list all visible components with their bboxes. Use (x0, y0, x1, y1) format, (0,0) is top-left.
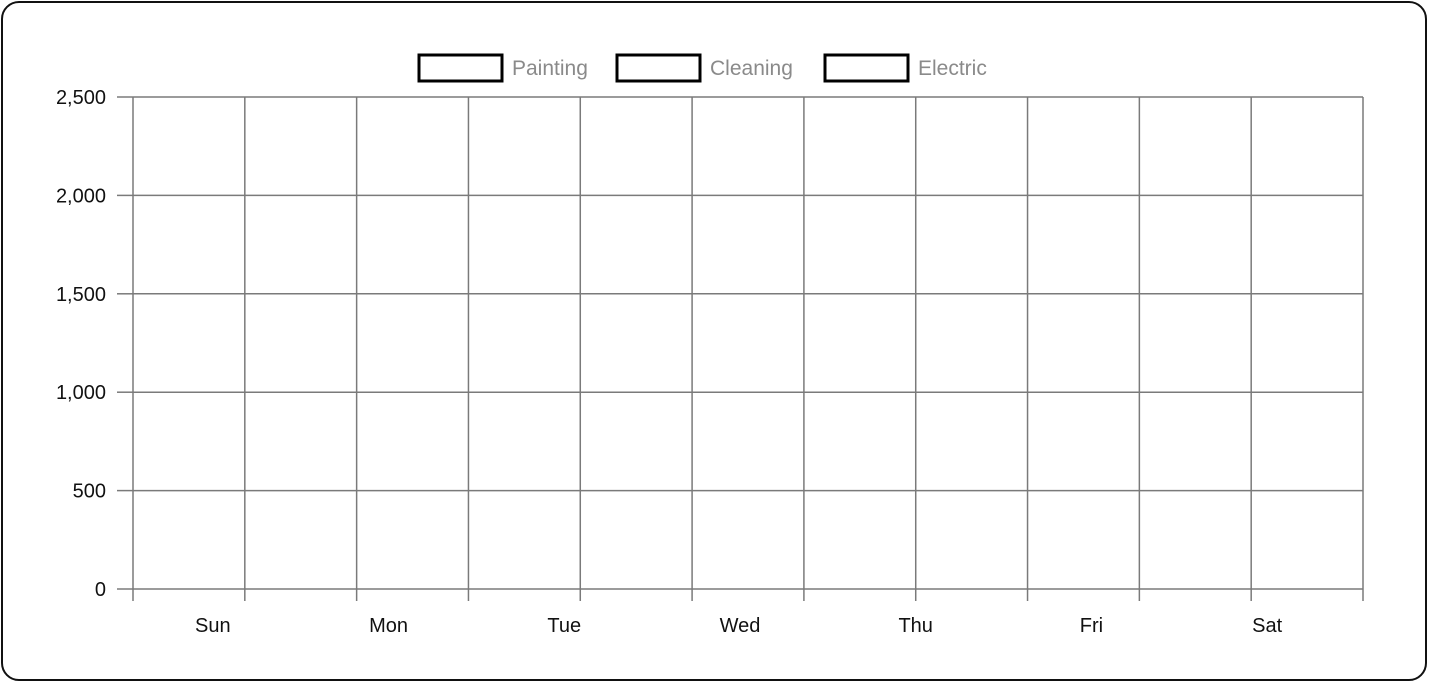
legend-swatch-cleaning (615, 53, 702, 83)
x-tick-label: Mon (369, 615, 408, 637)
y-tick-label: 500 (73, 481, 106, 503)
x-tick-label: Tue (547, 615, 581, 637)
legend-label-cleaning: Cleaning (710, 57, 793, 80)
y-axis: 0 500 1,000 1,500 2,000 2,500 (56, 87, 133, 601)
y-tick-label: 1,500 (56, 284, 106, 306)
x-tick-label: Fri (1080, 615, 1103, 637)
x-tick-label: Sat (1252, 615, 1282, 637)
x-tick-label: Sun (195, 615, 231, 637)
chart-grid (132, 96, 1364, 601)
x-tick-label: Wed (720, 615, 761, 637)
y-tick-label: 1,000 (56, 382, 106, 404)
y-tick-label: 0 (95, 579, 106, 601)
legend-label-painting: Painting (512, 57, 588, 80)
chart-legend: Painting Cleaning Electric (417, 53, 987, 83)
y-tick-label: 2,500 (56, 87, 106, 109)
legend-label-electric: Electric (918, 57, 987, 80)
x-tick-label: Thu (898, 615, 932, 637)
legend-swatch-electric (823, 53, 910, 83)
x-axis: Sun Mon Tue Wed Thu Fri Sat (195, 615, 1283, 637)
y-tick-label: 2,000 (56, 185, 106, 207)
legend-swatch-painting (417, 53, 504, 83)
